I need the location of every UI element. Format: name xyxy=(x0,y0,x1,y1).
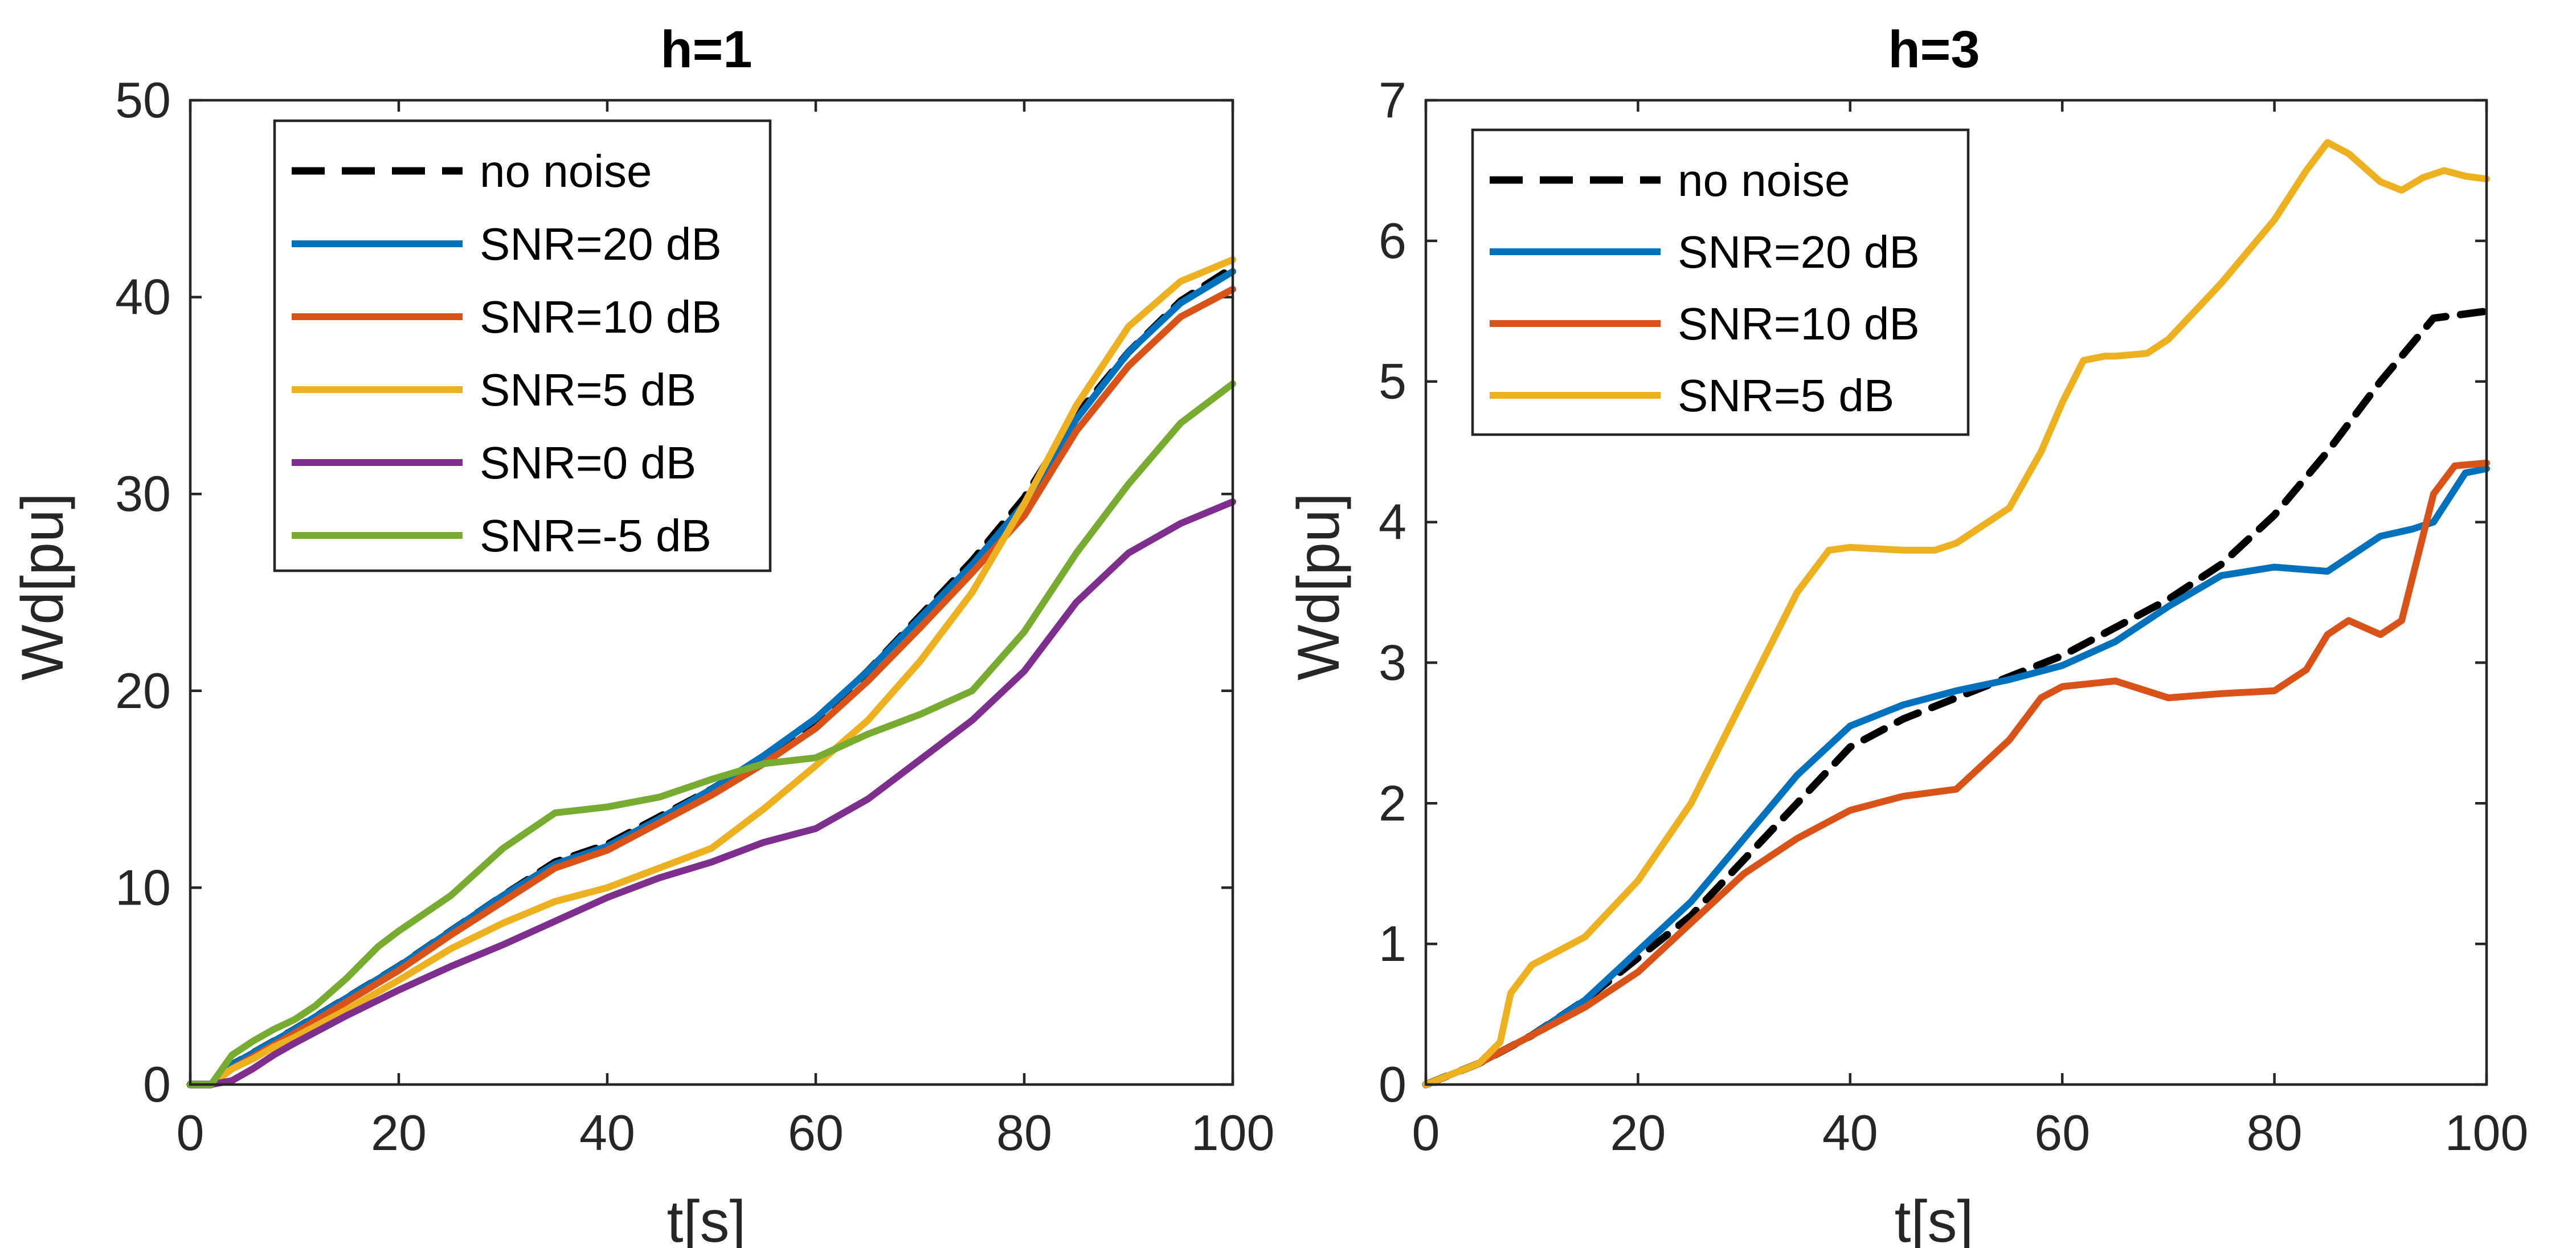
y-tick-label: 20 xyxy=(115,662,171,719)
y-axis-label: Wd[pu] xyxy=(1286,493,1352,680)
series-layer xyxy=(1422,139,2491,1089)
chart-title: h=1 xyxy=(660,21,752,79)
tick-layer: 0 20 40 60 80 100 0 10 20 30 40 50 xyxy=(115,72,1274,1161)
series-line xyxy=(1422,459,2490,1088)
y-tick-label: 40 xyxy=(115,269,171,325)
legend-entry-label: SNR=5 dB xyxy=(1678,370,1894,421)
legend-entry-label: SNR=20 dB xyxy=(480,219,722,269)
legend: no noise SNR=20 dB SNR=10 dB SNR=5 dB xyxy=(1471,128,1970,436)
x-tick-label: 80 xyxy=(2247,1104,2303,1161)
legend-entry-label: SNR=20 dB xyxy=(1678,227,1920,277)
x-axis-label: t[s] xyxy=(667,1189,746,1248)
legend-entry-label: no noise xyxy=(480,146,652,197)
y-tick-label: 30 xyxy=(115,465,171,522)
y-tick-label: 0 xyxy=(143,1056,171,1112)
series-line xyxy=(187,256,1236,1088)
y-tick-label: 0 xyxy=(1379,1056,1406,1112)
legend-entry-label: SNR=-5 dB xyxy=(480,510,712,561)
series-line xyxy=(187,498,1236,1088)
y-tick-label: 3 xyxy=(1379,634,1406,690)
chart-h1: h=1 t[s] Wd[pu] 0 20 40 60 80 10001020304050 … xyxy=(10,21,1274,1248)
legend-entry-label: SNR=0 dB xyxy=(480,437,696,488)
y-axis-label: Wd[pu] xyxy=(10,493,76,680)
series-layer xyxy=(186,256,1237,1089)
legend-entry-label: no noise xyxy=(1678,155,1850,206)
x-tick-label: 100 xyxy=(2445,1104,2529,1161)
y-tick-label: 4 xyxy=(1379,494,1406,550)
chart-h3: h=3 t[s] Wd[pu] 0 20 40 60 80 100 0 1 2 3 4 5 6 7 no … xyxy=(1286,21,2528,1248)
legend-entry-label: SNR=5 dB xyxy=(480,365,696,415)
x-tick-label: 100 xyxy=(1191,1104,1275,1161)
plot-frame xyxy=(1424,99,2488,1086)
legend-box xyxy=(273,119,772,572)
y-tick-label: 7 xyxy=(1379,72,1406,128)
tick-layer: 0 20 40 60 80 100 0 1 2 3 4 5 6 7 xyxy=(1379,72,2528,1161)
series-line xyxy=(1422,465,2490,1088)
series-line xyxy=(1422,139,2490,1088)
series-line xyxy=(187,380,1236,1088)
x-tick-label: 40 xyxy=(579,1104,635,1161)
x-tick-label: 20 xyxy=(1610,1104,1666,1161)
legend-entry-label: SNR=10 dB xyxy=(480,292,722,342)
x-tick-label: 60 xyxy=(788,1104,844,1161)
x-tick-label: 20 xyxy=(371,1104,427,1161)
x-tick-label: 0 xyxy=(177,1104,205,1161)
x-tick-label: 40 xyxy=(1822,1104,1878,1161)
y-tick-label: 2 xyxy=(1379,775,1406,831)
y-tick-label: 5 xyxy=(1379,353,1406,410)
legend: no noise SNR=20 dB SNR=10 dB SNR=5 dB SNR=0 … xyxy=(273,119,772,572)
plot-frame xyxy=(189,99,1234,1086)
y-tick-label: 1 xyxy=(1379,915,1406,972)
y-tick-label: 10 xyxy=(115,859,171,915)
chart-title: h=3 xyxy=(1888,21,1980,79)
x-tick-label: 60 xyxy=(2034,1104,2090,1161)
x-tick-label: 80 xyxy=(996,1104,1052,1161)
x-axis-label: t[s] xyxy=(1895,1189,1974,1248)
legend-entry-label: SNR=10 dB xyxy=(1678,298,1920,349)
y-tick-label: 50 xyxy=(115,72,171,128)
x-tick-label: 0 xyxy=(1412,1104,1440,1161)
y-tick-label: 6 xyxy=(1379,212,1406,269)
